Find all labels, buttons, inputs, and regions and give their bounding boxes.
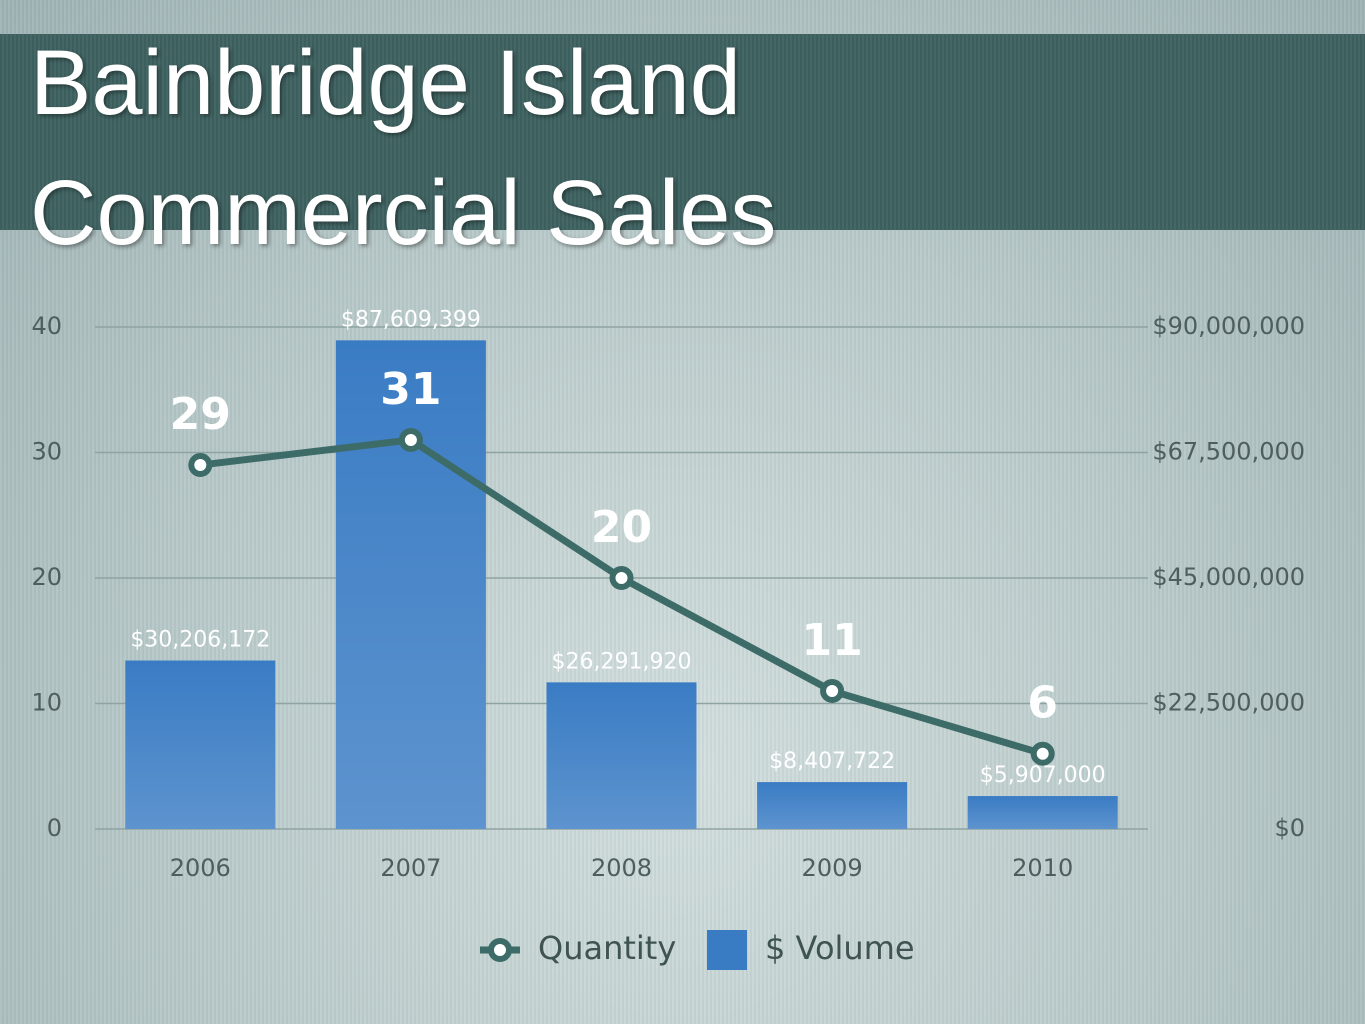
- line-value-label: 29: [170, 389, 231, 440]
- line-marker: [820, 678, 845, 703]
- line-value-label: 11: [801, 615, 862, 666]
- x-tick-label: 2008: [591, 854, 652, 882]
- legend-label: Quantity: [538, 929, 676, 967]
- y2-tick-label: $22,500,000: [1152, 689, 1305, 717]
- title-band: [0, 34, 1365, 230]
- legend-label: $ Volume: [765, 929, 915, 967]
- bar-value-label: $26,291,920: [552, 649, 692, 674]
- y2-tick-label: $0: [1274, 814, 1305, 842]
- line-marker: [1030, 741, 1055, 766]
- legend-marker: [488, 938, 512, 962]
- legend-swatch: [707, 930, 747, 970]
- bar-sheen: [546, 682, 697, 829]
- x-tick-label: 2007: [380, 854, 441, 882]
- line-value-label: 20: [591, 502, 652, 553]
- bar-sheen: [967, 796, 1118, 829]
- chart-title: Bainbridge Island Commercial Sales: [30, 32, 777, 264]
- x-tick-label: 2009: [802, 854, 863, 882]
- bar-value-label: $8,407,722: [769, 749, 895, 774]
- x-tick-label: 2006: [170, 854, 231, 882]
- line-marker: [188, 453, 213, 478]
- line-marker: [609, 566, 634, 590]
- bar-sheen: [335, 340, 486, 829]
- y-tick-label: 0: [47, 814, 62, 842]
- y2-tick-label: $67,500,000: [1152, 438, 1305, 466]
- y2-tick-label: $45,000,000: [1152, 563, 1305, 591]
- y-tick-label: 20: [31, 563, 62, 591]
- bar-value-label: $5,907,000: [980, 763, 1106, 788]
- x-tick-label: 2010: [1012, 854, 1073, 882]
- line-value-label: 31: [380, 364, 441, 415]
- y-tick-label: 40: [31, 312, 62, 340]
- bar-value-label: $30,206,172: [130, 628, 270, 653]
- line-value-label: 6: [1027, 678, 1058, 729]
- bar-sheen: [125, 660, 276, 829]
- bar-value-label: $87,609,399: [341, 307, 481, 332]
- line-marker: [398, 427, 423, 452]
- bar-sheen: [757, 782, 908, 829]
- y2-tick-label: $90,000,000: [1152, 312, 1305, 340]
- y-tick-label: 10: [31, 689, 62, 717]
- y-tick-label: 30: [31, 438, 62, 466]
